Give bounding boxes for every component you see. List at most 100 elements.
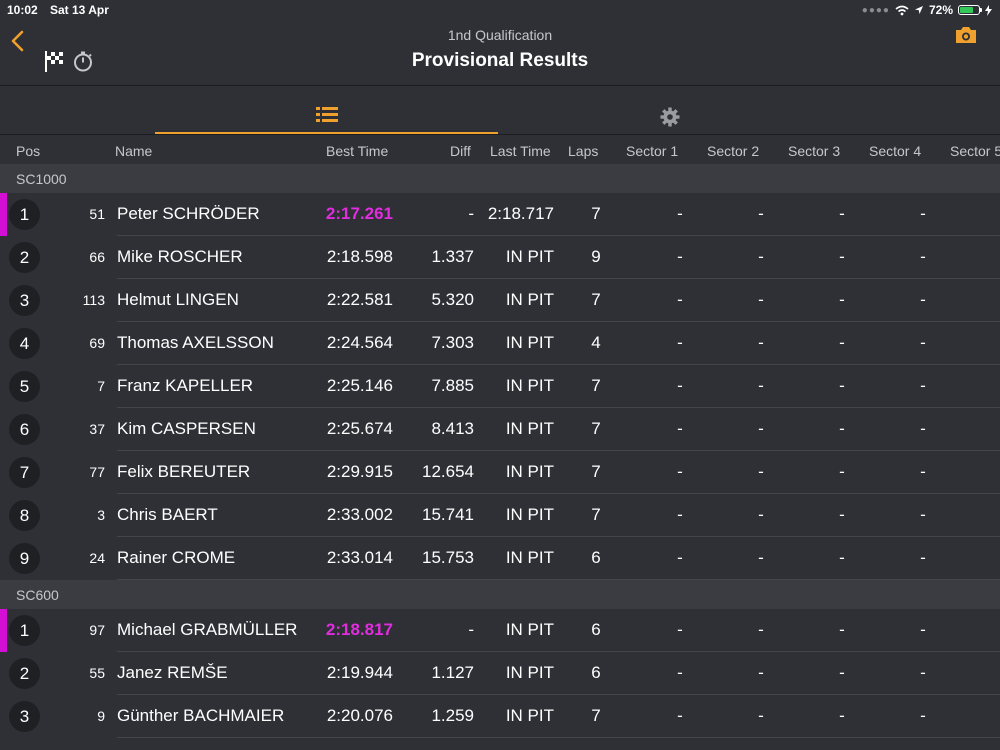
- start-number: 69: [89, 335, 105, 351]
- sector-3-value: -: [839, 290, 845, 309]
- col-laps: Laps: [568, 143, 599, 159]
- sector-3-value: -: [839, 376, 845, 395]
- status-time: 10:02: [7, 3, 38, 17]
- table-row[interactable]: 1 51 Peter SCHRÖDER 2:17.261-2:18.717 7- - - -: [0, 193, 1000, 236]
- column-header: Pos Name Best Time Diff Last Time Laps S…: [0, 136, 1000, 164]
- sector-3-value: -: [839, 548, 845, 567]
- start-number: 66: [89, 249, 105, 265]
- row-divider: [117, 737, 1000, 738]
- sector-2-value: -: [758, 663, 764, 682]
- diff-time: 5.320: [431, 290, 474, 309]
- diff-time: 8.413: [431, 419, 474, 438]
- charging-bolt-icon: [985, 4, 992, 16]
- table-row[interactable]: 8 3 Chris BAERT 2:33.002 15.741 IN PIT 7 - - - -: [0, 494, 1000, 537]
- row-divider: [117, 450, 1000, 451]
- status-date: Sat 13 Apr: [50, 3, 109, 17]
- best-time: 2:22.581: [326, 290, 393, 309]
- row-divider: [117, 278, 1000, 279]
- sector-4-value: -: [920, 333, 926, 352]
- signal-dots-icon: ●●●●: [861, 4, 890, 16]
- table-row[interactable]: 2 66 Mike ROSCHER 2:18.598 1.337 IN PIT 9 - - - -: [0, 236, 1000, 279]
- row-divider: [117, 235, 1000, 236]
- start-number: 113: [82, 292, 105, 308]
- best-time: 2:29.915: [326, 462, 393, 481]
- sector-3-value: -: [839, 333, 845, 352]
- laps-count: 7: [591, 290, 601, 309]
- laps-count: 7: [591, 462, 601, 481]
- laps-count: 6: [591, 663, 601, 682]
- back-button[interactable]: [8, 28, 30, 54]
- sector-2-value: -: [758, 333, 764, 352]
- sector-4-value: -: [920, 663, 926, 682]
- diff-time: -: [468, 620, 474, 639]
- start-number: 97: [89, 622, 105, 638]
- table-row[interactable]: 7 77 Felix BEREUTER 2:29.915 12.654 IN PIT 7- -…: [0, 451, 1000, 494]
- position-badge: 3: [9, 285, 40, 316]
- table-row[interactable]: 5 7 Franz KAPELLER 2:25.146 7.885 IN PIT 7 - - - -: [0, 365, 1000, 408]
- start-number: 55: [89, 665, 105, 681]
- table-row[interactable]: 4 69 Thomas AXELSSON 2:24.564 7.303 IN PIT 4 - -…: [0, 322, 1000, 365]
- col-sector-3: Sector 3: [788, 143, 841, 159]
- checkered-flag-icon: [45, 51, 63, 72]
- col-sector-1: Sector 1: [626, 143, 679, 159]
- camera-button[interactable]: [954, 25, 978, 45]
- status-indicators: ●●●● 72%: [862, 3, 992, 17]
- table-row[interactable]: 3 113 Helmut LINGEN 2:22.581 5.320 IN PIT 7 - - -…: [0, 279, 1000, 322]
- col-pos: Pos: [16, 143, 41, 159]
- wifi-icon: [895, 5, 909, 15]
- row-divider: [117, 364, 1000, 365]
- diff-time: 15.741: [422, 505, 474, 524]
- sector-1-value: -: [677, 706, 683, 725]
- class-group-label: SC600: [16, 587, 59, 603]
- results-table: SC1000 1 51 Peter SCHRÖDER 2:17.261-2:18.717…: [0, 164, 1000, 738]
- table-row[interactable]: 9 24 Rainer CROME 2:33.014 15.753 IN PIT 6 - - - -: [0, 537, 1000, 580]
- last-time: IN PIT: [505, 247, 554, 266]
- sector-1-value: -: [677, 620, 683, 639]
- rider-name: Mike ROSCHER: [117, 247, 243, 266]
- table-row[interactable]: 1 97 Michael GRABMÜLLER 2:18.817 - IN PIT 6 - - -…: [0, 609, 1000, 652]
- last-time: IN PIT: [505, 419, 554, 438]
- position-badge: 5: [9, 371, 40, 402]
- session-subtitle: 1nd Qualification: [447, 27, 553, 43]
- start-number: 37: [89, 421, 105, 437]
- last-time: IN PIT: [505, 376, 554, 395]
- start-number: 51: [89, 206, 105, 222]
- list-icon: [315, 107, 338, 122]
- battery-level: [960, 7, 973, 13]
- sector-2-value: -: [758, 419, 764, 438]
- tab-results-list[interactable]: [155, 86, 498, 134]
- diff-time: 15.753: [422, 548, 474, 567]
- battery-icon: [958, 5, 982, 15]
- sector-1-value: -: [677, 247, 683, 266]
- sector-4-value: -: [920, 376, 926, 395]
- sector-4-value: -: [920, 462, 926, 481]
- gear-icon: [660, 107, 679, 127]
- laps-count: 7: [591, 505, 601, 524]
- diff-time: -: [468, 204, 474, 223]
- start-number: 3: [97, 507, 105, 523]
- sector-3-value: -: [839, 204, 845, 223]
- row-divider: [117, 579, 1000, 580]
- stopwatch-icon: [74, 51, 92, 72]
- battery-percent: 72%: [928, 3, 953, 17]
- table-row[interactable]: 6 37 Kim CASPERSEN 2:25.674 8.413 IN PIT 7 - - - -: [0, 408, 1000, 451]
- fastest-lap-marker: [0, 609, 7, 652]
- best-time: 2:18.598: [326, 247, 393, 266]
- sector-1-value: -: [677, 376, 683, 395]
- tab-settings[interactable]: [498, 86, 841, 134]
- sector-1-value: -: [677, 462, 683, 481]
- diff-time: 12.654: [422, 462, 474, 481]
- last-time: IN PIT: [505, 333, 554, 352]
- laps-count: 7: [591, 419, 601, 438]
- position-badge: 6: [9, 414, 40, 445]
- sector-3-value: -: [839, 663, 845, 682]
- best-time: 2:25.674: [326, 419, 393, 438]
- col-sector-4: Sector 4: [869, 143, 922, 159]
- last-time: IN PIT: [505, 462, 554, 481]
- diff-time: 1.337: [431, 247, 474, 266]
- diff-time: 1.127: [431, 663, 474, 682]
- table-row[interactable]: 3 9 Günther BACHMAIER 2:20.076 1.259 IN PIT 7 -…: [0, 695, 1000, 738]
- table-row[interactable]: 2 55 Janez REMŠE 2:19.944 1.127 IN PIT 6 - - - -: [0, 652, 1000, 695]
- sector-2-value: -: [758, 247, 764, 266]
- row-divider: [117, 407, 1000, 408]
